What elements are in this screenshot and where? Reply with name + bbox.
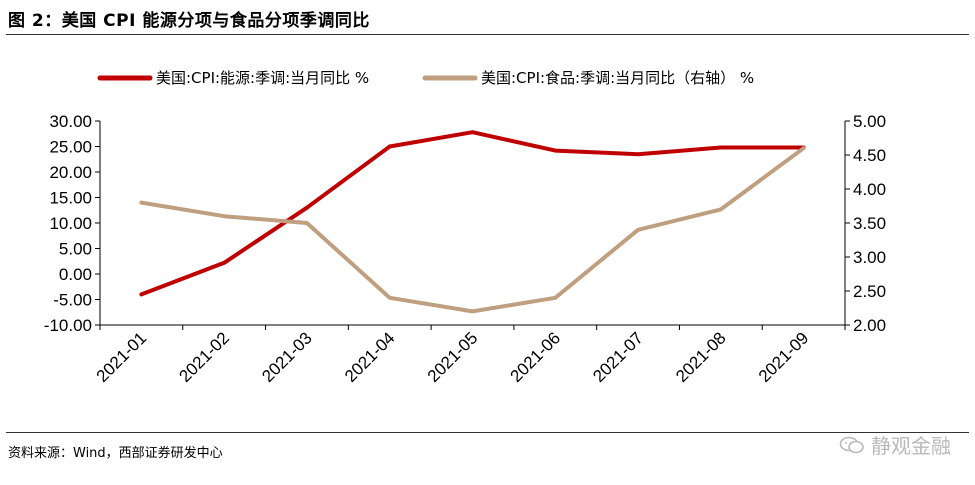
food-point [801,146,806,150]
food-point [305,221,309,225]
axes: -10.00 -5.00 0.00 5.00 10.00 15.00 20.00 25.00 3… [44,112,886,386]
energy-point [553,148,558,153]
food-point [139,200,144,205]
top-rule [6,34,969,35]
series-layer [139,130,806,314]
source-note: 资料来源：Wind，西部证券研发中心 [8,446,223,461]
watermark-text: 静观金融 [871,434,951,458]
food-point [387,296,392,300]
left-tick-label: 5.00 [59,240,92,259]
bottom-rule [6,432,969,433]
right-tick-label: 3.50 [853,214,886,233]
food-point [719,207,723,212]
right-tick-label: 3.00 [853,248,886,267]
left-tick-label: 10.00 [49,214,92,233]
left-tick-label: 0.00 [59,265,92,284]
legend-label-food: 美国:CPI:食品:季调:当月同比（右轴） % [481,69,754,87]
energy-point [387,144,392,149]
x-tick-label: 2021-05 [424,328,482,386]
x-tick-label: 2021-08 [672,328,730,386]
food-point [222,214,226,218]
x-tick-label: 2021-04 [341,328,399,386]
energy-point [719,145,723,150]
left-tick-label: -10.00 [44,316,92,335]
food-point [553,296,558,300]
left-tick-label: 20.00 [49,163,92,182]
x-tick-label: 2021-07 [589,328,647,386]
right-tick-label: 2.00 [853,316,886,335]
food-point [636,228,640,232]
chart-title: 图 2：美国 CPI 能源分项与食品分项季调同比 [8,11,370,31]
legend-label-energy: 美国:CPI:能源:季调:当月同比 % [156,69,369,87]
energy-point [139,292,144,297]
x-tick-label: 2021-06 [507,328,565,386]
x-tick-label: 2021-09 [755,328,813,386]
x-tick-label: 2021-01 [93,328,151,386]
right-tick-label: 4.50 [853,146,886,165]
x-tick-label: 2021-03 [258,328,316,386]
watermark: 静观金融 [839,430,951,459]
food-point [470,309,475,314]
right-tick-label: 5.00 [853,112,886,131]
energy-point [636,152,640,156]
line-chart: 美国:CPI:能源:季调:当月同比 % 美国:CPI:食品:季调:当月同比（右轴）… [44,69,886,386]
right-tick-label: 4.00 [853,180,886,199]
legend: 美国:CPI:能源:季调:当月同比 % 美国:CPI:食品:季调:当月同比（右轴）… [97,69,754,87]
food-series-line [139,146,806,314]
left-tick-label: 25.00 [49,138,92,157]
left-tick-label: -5.00 [53,291,92,310]
x-tick-label: 2021-02 [175,328,233,386]
left-tick-label: 30.00 [49,112,92,131]
wechat-icon [839,436,864,453]
energy-point [222,260,226,265]
right-tick-label: 2.50 [853,282,886,301]
energy-point [470,130,475,135]
left-tick-label: 15.00 [49,189,92,208]
energy-point [305,205,309,210]
